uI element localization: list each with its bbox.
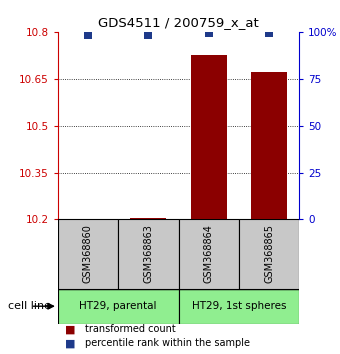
Text: ■: ■ [65, 324, 75, 334]
Bar [58, 289, 178, 324]
Text: HT29, parental: HT29, parental [80, 301, 157, 311]
Text: GSM368863: GSM368863 [143, 224, 153, 284]
Text: percentile rank within the sample: percentile rank within the sample [85, 338, 250, 348]
Bar [58, 219, 118, 289]
Text: GSM368860: GSM368860 [83, 224, 93, 284]
Bar [178, 219, 239, 289]
Title: GDS4511 / 200759_x_at: GDS4511 / 200759_x_at [98, 16, 259, 29]
Text: GSM368865: GSM368865 [264, 224, 274, 284]
Text: ■: ■ [65, 338, 75, 348]
Text: HT29, 1st spheres: HT29, 1st spheres [192, 301, 286, 311]
Bar [130, 218, 166, 219]
Point [266, 30, 272, 36]
Text: transformed count: transformed count [85, 324, 176, 334]
Text: cell line: cell line [8, 301, 51, 311]
Point [206, 30, 211, 36]
Point [85, 32, 91, 38]
Bar [239, 219, 299, 289]
Text: GSM368864: GSM368864 [204, 224, 214, 284]
Bar [70, 218, 106, 219]
Bar [178, 289, 299, 324]
Bar [190, 55, 227, 219]
Bar [251, 72, 287, 219]
Point [146, 32, 151, 38]
Bar [118, 219, 178, 289]
